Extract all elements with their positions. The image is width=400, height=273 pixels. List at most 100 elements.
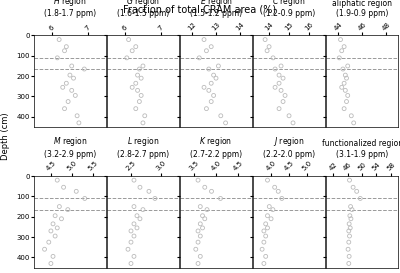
Point	[138, 93, 144, 98]
Point	[354, 189, 360, 194]
Point	[338, 85, 345, 90]
Point	[61, 49, 68, 53]
Point	[134, 226, 140, 230]
Point	[210, 93, 217, 98]
Point	[197, 254, 204, 259]
Point	[73, 189, 80, 194]
Point	[81, 67, 88, 71]
Point	[82, 196, 88, 201]
Point	[203, 49, 210, 53]
Point	[60, 185, 67, 189]
Point	[261, 229, 267, 233]
Point	[346, 222, 352, 226]
Point	[208, 99, 214, 104]
Point	[347, 204, 354, 209]
Point	[346, 234, 353, 238]
Point	[340, 67, 346, 71]
Point	[129, 49, 135, 53]
Point	[346, 254, 352, 259]
Point	[279, 196, 285, 201]
Point	[346, 229, 352, 233]
Point	[347, 226, 354, 230]
Text: Depth (cm): Depth (cm)	[2, 113, 10, 160]
Point	[270, 56, 276, 60]
Point	[336, 56, 342, 60]
Point	[338, 49, 345, 53]
Point	[125, 247, 131, 251]
Title: $\mathit{M}$ region
(3.2-2.9 ppm): $\mathit{M}$ region (3.2-2.9 ppm)	[44, 135, 96, 159]
Point	[137, 185, 143, 189]
Point	[140, 121, 146, 125]
Point	[68, 64, 75, 68]
Point	[195, 240, 201, 244]
Point	[262, 222, 269, 226]
Point	[52, 213, 58, 218]
Point	[128, 229, 134, 233]
Title: aliphatic region
(1.9-0.9 ppm): aliphatic region (1.9-0.9 ppm)	[332, 0, 392, 18]
Point	[201, 85, 207, 90]
Point	[196, 56, 202, 60]
Point	[138, 76, 144, 80]
Point	[345, 247, 351, 251]
Point	[264, 213, 271, 218]
Point	[61, 106, 68, 111]
Point	[132, 106, 139, 111]
Point	[197, 234, 204, 238]
Point	[276, 106, 282, 111]
Point	[131, 234, 137, 238]
Point	[134, 88, 141, 93]
Point	[337, 37, 344, 42]
Point	[136, 67, 142, 71]
Point	[206, 67, 212, 71]
Point	[350, 185, 356, 189]
Point	[268, 216, 274, 221]
Point	[270, 207, 276, 212]
Point	[290, 121, 296, 125]
Title: functionalized region
(3.1-1.9 ppm): functionalized region (3.1-1.9 ppm)	[322, 139, 400, 159]
Point	[266, 44, 272, 49]
Point	[222, 121, 229, 125]
Point	[264, 178, 271, 182]
Point	[348, 114, 354, 118]
Title: $\mathit{J}$ region
(2.2-2.0 ppm): $\mathit{J}$ region (2.2-2.0 ppm)	[263, 135, 315, 159]
Point	[344, 93, 351, 98]
Text: Fraction of total CRAM area (%): Fraction of total CRAM area (%)	[124, 4, 276, 14]
Point	[140, 64, 146, 68]
Point	[65, 99, 71, 104]
Point	[195, 261, 201, 266]
Point	[54, 56, 60, 60]
Point	[54, 178, 60, 182]
Point	[48, 229, 54, 233]
Title: $\mathit{G}$ region
(1.6-1.5 ppm): $\mathit{G}$ region (1.6-1.5 ppm)	[117, 0, 169, 18]
Point	[357, 196, 364, 201]
Point	[131, 222, 137, 226]
Point	[132, 81, 139, 85]
Point	[52, 234, 58, 238]
Point	[41, 247, 48, 251]
Point	[272, 67, 278, 71]
Point	[208, 189, 215, 194]
Point	[202, 185, 208, 189]
Point	[262, 254, 269, 259]
Point	[346, 178, 353, 182]
Point	[272, 185, 278, 189]
Point	[134, 73, 141, 77]
Point	[262, 37, 268, 42]
Point	[56, 37, 62, 42]
Point	[124, 56, 130, 60]
Point	[50, 222, 56, 226]
Point	[215, 64, 222, 68]
Point	[278, 88, 284, 93]
Point	[346, 261, 352, 266]
Point	[152, 196, 158, 201]
Point	[137, 216, 143, 221]
Point	[202, 216, 208, 221]
Point	[195, 178, 201, 182]
Point	[217, 196, 224, 201]
Title: $\mathit{E}$ region
(1.5-1.2 ppm): $\mathit{E}$ region (1.5-1.2 ppm)	[190, 0, 242, 18]
Point	[134, 213, 140, 218]
Point	[203, 106, 210, 111]
Point	[264, 226, 271, 230]
Point	[343, 99, 350, 104]
Point	[261, 240, 267, 244]
